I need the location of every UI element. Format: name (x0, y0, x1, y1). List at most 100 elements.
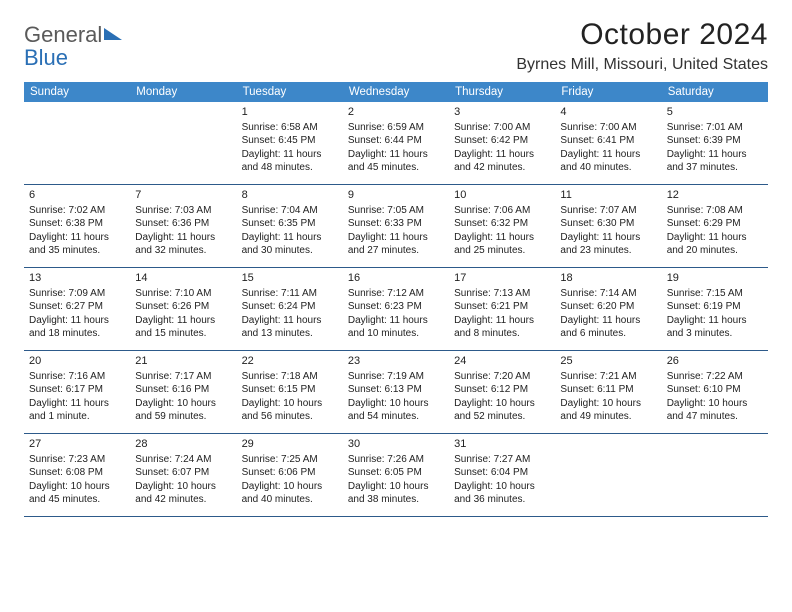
sunset-line: Sunset: 6:42 PM (454, 134, 550, 148)
month-title: October 2024 (516, 18, 768, 52)
daylight-line: Daylight: 11 hours and 32 minutes. (135, 231, 231, 258)
dow-cell: Wednesday (343, 82, 449, 102)
day-cell: 29Sunrise: 7:25 AMSunset: 6:06 PMDayligh… (237, 434, 343, 516)
sunset-line: Sunset: 6:17 PM (29, 383, 125, 397)
daylight-line: Daylight: 10 hours and 47 minutes. (667, 397, 763, 424)
daylight-line: Daylight: 11 hours and 23 minutes. (560, 231, 656, 258)
dow-cell: Saturday (662, 82, 768, 102)
day-cell: 23Sunrise: 7:19 AMSunset: 6:13 PMDayligh… (343, 351, 449, 433)
day-cell: 21Sunrise: 7:17 AMSunset: 6:16 PMDayligh… (130, 351, 236, 433)
day-cell: 30Sunrise: 7:26 AMSunset: 6:05 PMDayligh… (343, 434, 449, 516)
day-number: 10 (454, 188, 550, 203)
day-cell-empty (24, 102, 130, 184)
sunrise-line: Sunrise: 7:00 AM (560, 121, 656, 135)
day-cell: 1Sunrise: 6:58 AMSunset: 6:45 PMDaylight… (237, 102, 343, 184)
day-cell: 25Sunrise: 7:21 AMSunset: 6:11 PMDayligh… (555, 351, 661, 433)
sunrise-line: Sunrise: 7:17 AM (135, 370, 231, 384)
sunrise-line: Sunrise: 7:15 AM (667, 287, 763, 301)
sunrise-line: Sunrise: 7:02 AM (29, 204, 125, 218)
day-number: 17 (454, 271, 550, 286)
sunrise-line: Sunrise: 7:16 AM (29, 370, 125, 384)
day-number: 11 (560, 188, 656, 203)
weeks-container: 1Sunrise: 6:58 AMSunset: 6:45 PMDaylight… (24, 102, 768, 517)
sunset-line: Sunset: 6:12 PM (454, 383, 550, 397)
day-cell: 24Sunrise: 7:20 AMSunset: 6:12 PMDayligh… (449, 351, 555, 433)
day-cell-empty (662, 434, 768, 516)
daylight-line: Daylight: 10 hours and 56 minutes. (242, 397, 338, 424)
sunrise-line: Sunrise: 7:20 AM (454, 370, 550, 384)
sunrise-line: Sunrise: 7:19 AM (348, 370, 444, 384)
sunset-line: Sunset: 6:07 PM (135, 466, 231, 480)
sunrise-line: Sunrise: 7:10 AM (135, 287, 231, 301)
day-number: 6 (29, 188, 125, 203)
day-cell: 27Sunrise: 7:23 AMSunset: 6:08 PMDayligh… (24, 434, 130, 516)
week-row: 13Sunrise: 7:09 AMSunset: 6:27 PMDayligh… (24, 268, 768, 351)
week-row: 20Sunrise: 7:16 AMSunset: 6:17 PMDayligh… (24, 351, 768, 434)
daylight-line: Daylight: 11 hours and 10 minutes. (348, 314, 444, 341)
daylight-line: Daylight: 11 hours and 1 minute. (29, 397, 125, 424)
sunrise-line: Sunrise: 6:58 AM (242, 121, 338, 135)
daylight-line: Daylight: 10 hours and 38 minutes. (348, 480, 444, 507)
day-number: 20 (29, 354, 125, 369)
week-row: 27Sunrise: 7:23 AMSunset: 6:08 PM Dayligh… (24, 434, 768, 517)
day-number: 30 (348, 437, 444, 452)
sunrise-line: Sunrise: 7:01 AM (667, 121, 763, 135)
day-cell: 22Sunrise: 7:18 AMSunset: 6:15 PMDayligh… (237, 351, 343, 433)
sunrise-line: Sunrise: 7:03 AM (135, 204, 231, 218)
sunset-line: Sunset: 6:39 PM (667, 134, 763, 148)
sunset-line: Sunset: 6:15 PM (242, 383, 338, 397)
sunrise-line: Sunrise: 7:25 AM (242, 453, 338, 467)
day-cell: 10Sunrise: 7:06 AMSunset: 6:32 PMDayligh… (449, 185, 555, 267)
dow-cell: Sunday (24, 82, 130, 102)
sunset-line: Sunset: 6:08 PM (29, 466, 125, 480)
daylight-line: Daylight: 11 hours and 27 minutes. (348, 231, 444, 258)
sunrise-line: Sunrise: 7:14 AM (560, 287, 656, 301)
logo: General Blue (24, 18, 122, 70)
sunset-line: Sunset: 6:29 PM (667, 217, 763, 231)
sunset-line: Sunset: 6:21 PM (454, 300, 550, 314)
day-number: 27 (29, 437, 125, 452)
sunset-line: Sunset: 6:44 PM (348, 134, 444, 148)
day-cell: 3Sunrise: 7:00 AMSunset: 6:42 PMDaylight… (449, 102, 555, 184)
logo-text-1: General (24, 22, 102, 47)
day-cell: 17Sunrise: 7:13 AMSunset: 6:21 PMDayligh… (449, 268, 555, 350)
day-cell: 5Sunrise: 7:01 AMSunset: 6:39 PMDaylight… (662, 102, 768, 184)
sunset-line: Sunset: 6:04 PM (454, 466, 550, 480)
daylight-line: Daylight: 11 hours and 42 minutes. (454, 148, 550, 175)
logo-triangle-icon (104, 28, 122, 40)
sunrise-line: Sunrise: 7:21 AM (560, 370, 656, 384)
day-number: 3 (454, 105, 550, 120)
daylight-line: Daylight: 10 hours and 40 minutes. (242, 480, 338, 507)
sunset-line: Sunset: 6:23 PM (348, 300, 444, 314)
daylight-line: Daylight: 11 hours and 35 minutes. (29, 231, 125, 258)
sunset-line: Sunset: 6:41 PM (560, 134, 656, 148)
title-block: October 2024 Byrnes Mill, Missouri, Unit… (516, 18, 768, 74)
sunset-line: Sunset: 6:27 PM (29, 300, 125, 314)
sunrise-line: Sunrise: 7:13 AM (454, 287, 550, 301)
day-cell: 18Sunrise: 7:14 AMSunset: 6:20 PMDayligh… (555, 268, 661, 350)
sunset-line: Sunset: 6:32 PM (454, 217, 550, 231)
dow-row: SundayMondayTuesdayWednesdayThursdayFrid… (24, 82, 768, 102)
day-cell: 19Sunrise: 7:15 AMSunset: 6:19 PMDayligh… (662, 268, 768, 350)
day-number: 8 (242, 188, 338, 203)
day-number: 22 (242, 354, 338, 369)
sunrise-line: Sunrise: 7:07 AM (560, 204, 656, 218)
day-number: 4 (560, 105, 656, 120)
day-cell: 2Sunrise: 6:59 AMSunset: 6:44 PMDaylight… (343, 102, 449, 184)
sunrise-line: Sunrise: 7:23 AM (29, 453, 125, 467)
daylight-line: Daylight: 10 hours and 54 minutes. (348, 397, 444, 424)
day-number: 5 (667, 105, 763, 120)
header: General Blue October 2024 Byrnes Mill, M… (24, 18, 768, 74)
calendar: SundayMondayTuesdayWednesdayThursdayFrid… (24, 82, 768, 517)
sunset-line: Sunset: 6:24 PM (242, 300, 338, 314)
sunset-line: Sunset: 6:16 PM (135, 383, 231, 397)
day-number: 12 (667, 188, 763, 203)
day-number: 18 (560, 271, 656, 286)
sunrise-line: Sunrise: 7:04 AM (242, 204, 338, 218)
sunset-line: Sunset: 6:26 PM (135, 300, 231, 314)
sunset-line: Sunset: 6:38 PM (29, 217, 125, 231)
sunrise-line: Sunrise: 7:22 AM (667, 370, 763, 384)
daylight-line: Daylight: 11 hours and 25 minutes. (454, 231, 550, 258)
day-cell: 9Sunrise: 7:05 AMSunset: 6:33 PMDaylight… (343, 185, 449, 267)
day-cell-empty (130, 102, 236, 184)
